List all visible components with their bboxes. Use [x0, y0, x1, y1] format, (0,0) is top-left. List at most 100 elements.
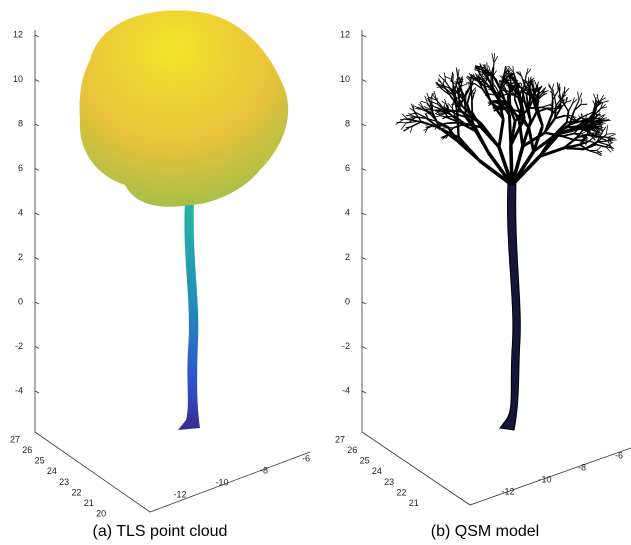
branch — [440, 112, 447, 116]
branch — [588, 119, 595, 127]
branch — [456, 97, 465, 113]
branch — [456, 112, 460, 138]
branch — [479, 62, 485, 71]
branch — [578, 92, 583, 101]
branch — [581, 131, 587, 135]
branch — [493, 109, 500, 112]
branch — [431, 101, 438, 105]
branch — [507, 107, 520, 113]
branch — [453, 78, 459, 94]
branch — [425, 113, 429, 120]
branch — [562, 135, 574, 141]
branch — [466, 90, 472, 105]
z-tick-label: 0 — [345, 296, 350, 306]
z-tick — [34, 212, 40, 216]
branch — [597, 124, 603, 129]
branch — [466, 76, 471, 82]
branch — [458, 78, 461, 86]
trunk-model — [499, 179, 521, 431]
branch — [458, 93, 462, 100]
branch — [472, 123, 490, 154]
branch — [471, 112, 483, 128]
branch — [395, 118, 405, 125]
branches — [395, 53, 617, 187]
branch — [428, 118, 437, 123]
caption: (b) QSM model — [431, 523, 539, 540]
branch — [471, 94, 475, 102]
branch — [497, 146, 514, 186]
z-tick — [361, 346, 367, 349]
branch — [548, 84, 553, 91]
branch — [606, 140, 612, 148]
branch — [589, 140, 596, 144]
branch — [503, 76, 508, 84]
branch — [487, 151, 514, 187]
branch — [506, 69, 512, 75]
branch — [503, 65, 508, 75]
branch — [474, 79, 487, 84]
branch — [487, 88, 494, 91]
branch — [548, 107, 557, 110]
branch — [468, 83, 474, 90]
z-tick — [34, 123, 40, 127]
branch — [447, 104, 450, 110]
branch — [509, 83, 513, 92]
branch — [505, 70, 511, 77]
branch — [442, 83, 447, 90]
branch — [514, 85, 520, 91]
branch — [579, 119, 586, 127]
z-tick — [34, 79, 40, 82]
branch — [600, 104, 606, 110]
branch — [425, 125, 430, 128]
branch — [420, 100, 428, 104]
branch — [445, 81, 455, 94]
branch — [566, 120, 579, 124]
branch — [470, 74, 478, 80]
z-tick-label: -4 — [342, 385, 350, 395]
z-tick-label: -2 — [15, 341, 23, 351]
x-tick-label: -10 — [215, 477, 228, 487]
branch — [516, 85, 521, 91]
branch — [527, 127, 536, 152]
branch — [588, 122, 598, 130]
branch — [605, 125, 608, 135]
branch — [444, 98, 447, 105]
branch — [492, 106, 499, 109]
branch — [451, 73, 454, 83]
branch — [510, 155, 542, 187]
caption: (a) TLS point cloud — [93, 523, 228, 540]
branch — [450, 71, 454, 80]
branch — [499, 83, 505, 88]
x-tick-label: -8 — [260, 465, 268, 475]
branch — [415, 107, 423, 111]
branch — [605, 146, 612, 153]
branch — [542, 90, 549, 93]
branch — [597, 118, 605, 120]
branch — [598, 100, 609, 104]
crown-points — [79, 10, 289, 207]
y-tick-label: 21 — [84, 498, 94, 508]
branch — [507, 80, 511, 92]
z-tick-label: 4 — [18, 207, 23, 217]
branch — [537, 94, 544, 101]
branch — [563, 143, 581, 150]
branch — [524, 80, 530, 87]
branch — [593, 93, 598, 103]
branch — [503, 71, 511, 76]
y-tick-label: 26 — [347, 445, 357, 455]
branch — [470, 88, 472, 94]
branch — [588, 111, 594, 115]
branch — [565, 100, 572, 103]
branch — [464, 122, 482, 129]
branch — [499, 82, 508, 85]
branch — [419, 101, 425, 110]
branch — [592, 100, 596, 107]
branch — [525, 68, 532, 76]
z-tick-label: 8 — [345, 118, 350, 128]
branch — [432, 112, 441, 129]
branch — [501, 89, 508, 92]
branch — [426, 97, 433, 103]
branch — [492, 81, 497, 88]
x-tick-label: -10 — [538, 474, 551, 484]
branch — [463, 89, 470, 99]
